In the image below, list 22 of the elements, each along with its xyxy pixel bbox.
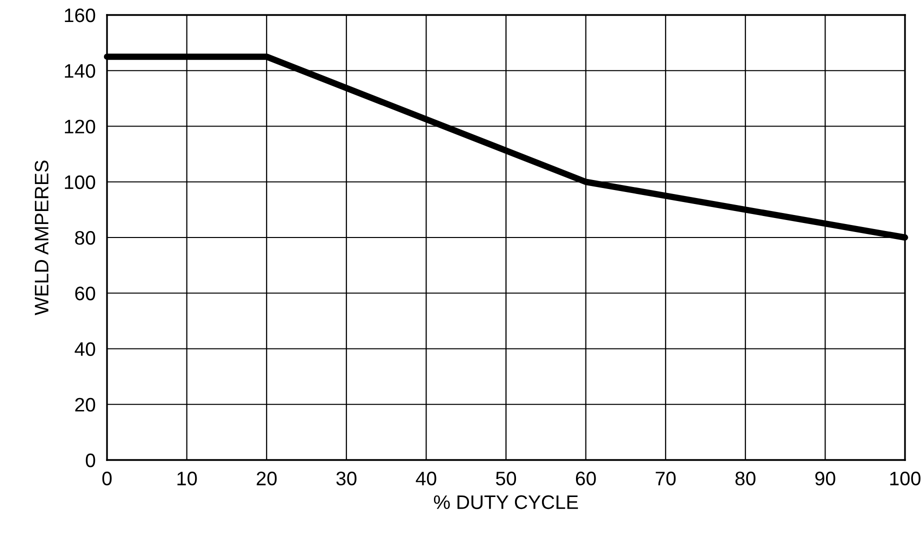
x-tick-label: 60 <box>576 472 596 486</box>
y-tick-label: 60 <box>75 286 96 300</box>
y-tick-label: 0 <box>86 453 96 468</box>
y-tick-label: 80 <box>75 230 96 245</box>
x-axis-title: % DUTY CYCLE <box>434 495 578 510</box>
x-tick-label: 30 <box>336 472 356 486</box>
x-tick-label: 90 <box>815 472 836 486</box>
y-tick-label: 160 <box>64 8 96 22</box>
x-tick-label: 20 <box>256 472 277 486</box>
y-tick-label: 100 <box>64 175 96 190</box>
x-tick-label: 40 <box>416 472 436 486</box>
y-axis-title: WELD AMPERES <box>34 160 48 316</box>
x-tick-label: 50 <box>496 472 516 486</box>
x-tick-label: 70 <box>656 472 676 486</box>
x-tick-label: 0 <box>102 472 112 486</box>
x-tick-label: 100 <box>890 472 920 486</box>
x-tick-label: 80 <box>735 472 756 486</box>
y-tick-label: 140 <box>64 64 96 78</box>
y-tick-label: 40 <box>74 342 96 356</box>
x-tick-label: 10 <box>177 472 197 486</box>
y-tick-label: 20 <box>75 398 96 412</box>
y-tick-label: 120 <box>64 120 96 134</box>
